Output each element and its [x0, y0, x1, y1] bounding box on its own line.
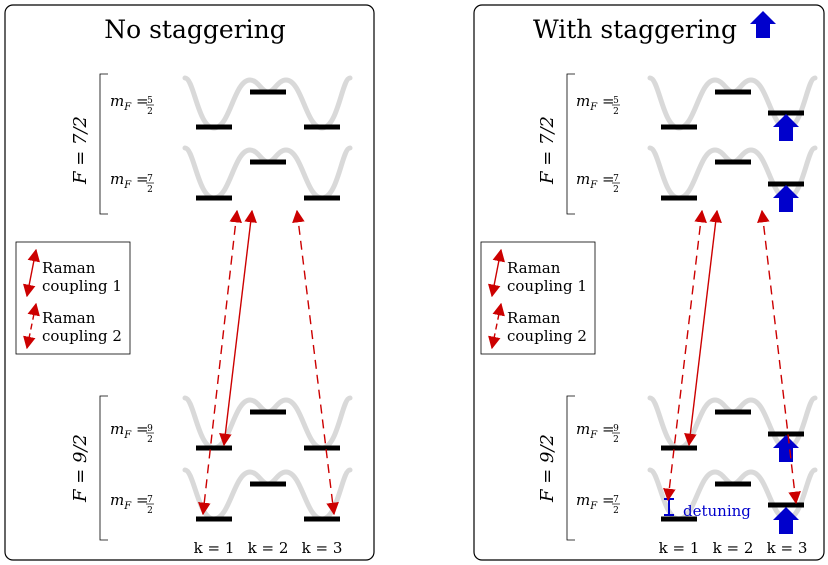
- state-row-mf-7-2: mF = 7 2: [576, 145, 818, 212]
- frac-den: 2: [147, 185, 153, 195]
- detuning-marker: detuning: [664, 498, 751, 520]
- legend-raman-2-line1: Raman: [42, 309, 96, 327]
- frac-den: 2: [147, 506, 153, 516]
- state-label: mF =: [576, 420, 615, 441]
- frac-den: 2: [613, 435, 619, 445]
- frac-num: 7: [147, 495, 153, 505]
- frac-num: 7: [613, 495, 619, 505]
- frac-num: 9: [613, 424, 619, 434]
- raman-coupling-2-arrow-k1: [198, 209, 242, 516]
- state-label: mF =: [576, 170, 615, 191]
- legend-raman-2-line2: coupling 2: [42, 327, 122, 345]
- legend-raman-1-line1: Raman: [507, 259, 561, 277]
- state-label: mF =: [110, 92, 149, 113]
- k-label-2: k = 2: [248, 539, 289, 557]
- k-label-3: k = 3: [302, 539, 343, 557]
- panel-frame: [4, 4, 375, 561]
- f-lower-label: F = 9/2: [537, 434, 558, 503]
- legend: Raman coupling 1 Raman coupling 2: [15, 241, 131, 355]
- bracket-f-lower: [99, 395, 108, 541]
- frac-num: 9: [147, 424, 153, 434]
- legend: Raman coupling 1 Raman coupling 2: [480, 241, 596, 355]
- state-row-mf-7-2-lower: mF = 7 2: [576, 467, 818, 534]
- f-lower-label: F = 9/2: [70, 434, 91, 503]
- legend-raman-1-line2: coupling 1: [507, 277, 587, 295]
- raman-coupling-2-arrow-k1: [663, 209, 707, 502]
- frac-den: 2: [613, 506, 619, 516]
- bracket-f-upper: [566, 73, 575, 215]
- frac-num: 5: [613, 96, 619, 106]
- raman-coupling-2-arrow-k3: [292, 209, 339, 516]
- state-label: mF =: [110, 420, 149, 441]
- f-upper-label: F = 7/2: [70, 116, 91, 185]
- frac-num: 7: [147, 174, 153, 184]
- k-label-1: k = 1: [194, 539, 235, 557]
- legend-raman-2-icon: [23, 302, 40, 350]
- state-label: mF =: [110, 170, 149, 191]
- state-label: mF =: [576, 92, 615, 113]
- state-row-mf-7-2-lower: mF = 7 2: [110, 467, 353, 522]
- frac-num: 5: [147, 96, 153, 106]
- legend-raman-1-icon: [22, 248, 41, 298]
- raman-coupling-2-arrow-k3: [757, 209, 801, 505]
- bracket-f-upper: [99, 73, 108, 215]
- detuning-label: detuning: [683, 502, 751, 520]
- bracket-f-lower: [566, 395, 575, 541]
- frac-num: 7: [613, 174, 619, 184]
- f-upper-label: F = 7/2: [537, 116, 558, 185]
- panel-no-staggering: No staggering F = 7/2 mF = 5 2 mF = 7 2: [4, 4, 375, 561]
- legend-raman-2-line1: Raman: [507, 309, 561, 327]
- state-row-mf-7-2: mF = 7 2: [110, 145, 353, 201]
- frac-den: 2: [613, 107, 619, 117]
- panel-frame: [473, 4, 825, 561]
- k-label-3: k = 3: [767, 539, 808, 557]
- state-label: mF =: [576, 491, 615, 512]
- frac-den: 2: [147, 107, 153, 117]
- k-label-2: k = 2: [713, 539, 754, 557]
- legend-raman-2-line2: coupling 2: [507, 327, 587, 345]
- panel-with-staggering: With staggering F = 7/2 mF = 5 2 mF = 7: [473, 4, 825, 561]
- frac-den: 2: [147, 435, 153, 445]
- state-row-mf-5-2: mF = 5 2: [576, 75, 818, 141]
- state-row-mf-5-2: mF = 5 2: [110, 75, 353, 131]
- legend-raman-2-icon: [488, 302, 505, 350]
- legend-raman-1-line2: coupling 1: [42, 277, 122, 295]
- legend-raman-1-icon: [487, 248, 506, 298]
- frac-den: 2: [613, 185, 619, 195]
- legend-raman-1-line1: Raman: [42, 259, 96, 277]
- k-label-1: k = 1: [659, 539, 700, 557]
- state-label: mF =: [110, 491, 149, 512]
- panel-title: No staggering: [104, 15, 286, 44]
- panel-title: With staggering: [533, 15, 737, 44]
